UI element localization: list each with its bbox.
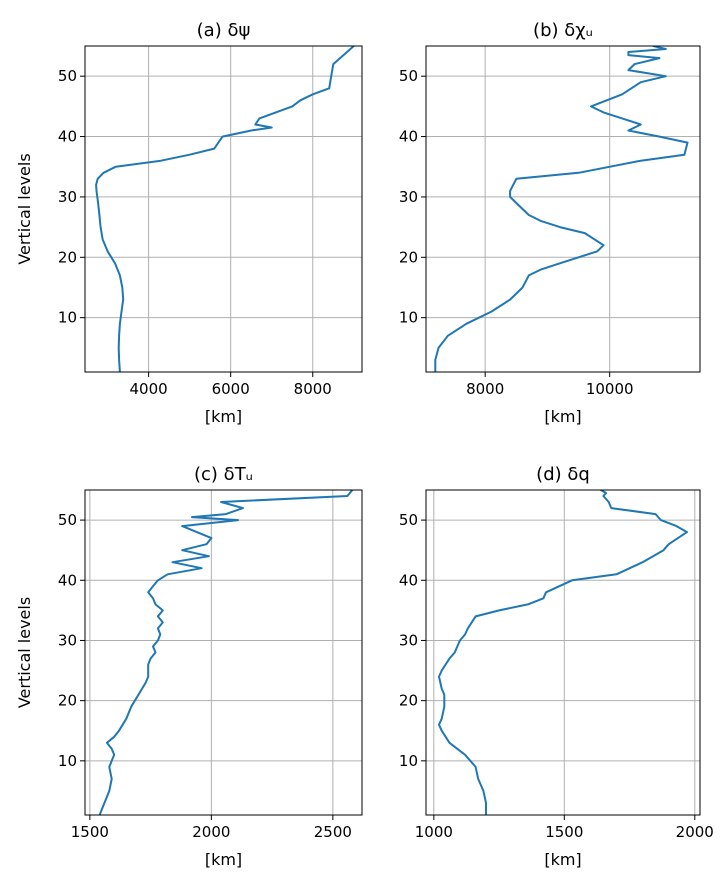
y-tick-label: 30 [399, 188, 418, 206]
x-tick-label: 8000 [466, 380, 504, 398]
y-tick-label: 30 [399, 631, 418, 649]
y-tick-label: 10 [58, 309, 77, 327]
x-tick-label: 2500 [314, 823, 352, 841]
series-line [98, 490, 354, 815]
y-tick-label: 50 [58, 511, 77, 529]
axes-frame [84, 45, 363, 373]
x-tick-label: 4000 [130, 380, 168, 398]
grid [85, 490, 362, 815]
panel-c: (c) δTᵤ [km] Vertical levels 1500 2000 250… [15, 464, 363, 869]
panel-title: (d) δq [536, 464, 590, 485]
x-tick-label: 10000 [586, 380, 634, 398]
panel-a: (a) δψ [km] Vertical levels 4000 6000 8000… [15, 20, 363, 426]
x-tick-label: 2000 [676, 823, 714, 841]
panel-title: (b) δχᵤ [533, 20, 593, 41]
y-tick-label: 40 [58, 128, 77, 146]
y-tick-label: 10 [399, 752, 418, 770]
y-tick-label: 50 [399, 511, 418, 529]
x-tick-label: 6000 [212, 380, 250, 398]
y-tick-label: 20 [58, 692, 77, 710]
y-tick-label: 40 [58, 571, 77, 589]
axes-frame [425, 489, 701, 816]
x-axis-label: [km] [205, 850, 242, 869]
x-tick-label: 1500 [545, 823, 583, 841]
x-tick-label: 8000 [294, 380, 332, 398]
y-tick-label: 40 [399, 571, 418, 589]
y-tick-label: 10 [399, 309, 418, 327]
y-tick-label: 40 [399, 128, 418, 146]
y-axis-label: Vertical levels [15, 597, 34, 708]
series-line [434, 46, 689, 372]
panel-d: (d) δq [km] 1000 1500 2000 10 20 30 40 50 [399, 464, 714, 869]
grid [85, 46, 362, 372]
x-axis-label: [km] [544, 850, 581, 869]
series-line [438, 490, 688, 815]
x-axis-label: [km] [205, 407, 242, 426]
y-axis-label: Vertical levels [15, 153, 34, 264]
x-axis-label: [km] [544, 407, 581, 426]
x-tick-label: 1000 [415, 823, 453, 841]
panel-title: (a) δψ [197, 20, 251, 41]
y-tick-label: 30 [58, 188, 77, 206]
y-tick-label: 50 [58, 67, 77, 85]
y-tick-label: 20 [399, 692, 418, 710]
axes-frame [425, 45, 701, 373]
x-tick-label: 1500 [71, 823, 109, 841]
y-tick-label: 20 [399, 248, 418, 266]
y-tick-label: 30 [58, 631, 77, 649]
x-tick-label: 2000 [192, 823, 230, 841]
series-line [95, 46, 355, 372]
panel-title: (c) δTᵤ [194, 464, 253, 485]
panel-b: (b) δχᵤ [km] 8000 10000 10 20 30 40 50 [399, 20, 701, 426]
y-tick-label: 50 [399, 67, 418, 85]
y-tick-label: 10 [58, 752, 77, 770]
grid [426, 490, 700, 815]
y-tick-label: 20 [58, 248, 77, 266]
axes-frame [84, 489, 363, 816]
